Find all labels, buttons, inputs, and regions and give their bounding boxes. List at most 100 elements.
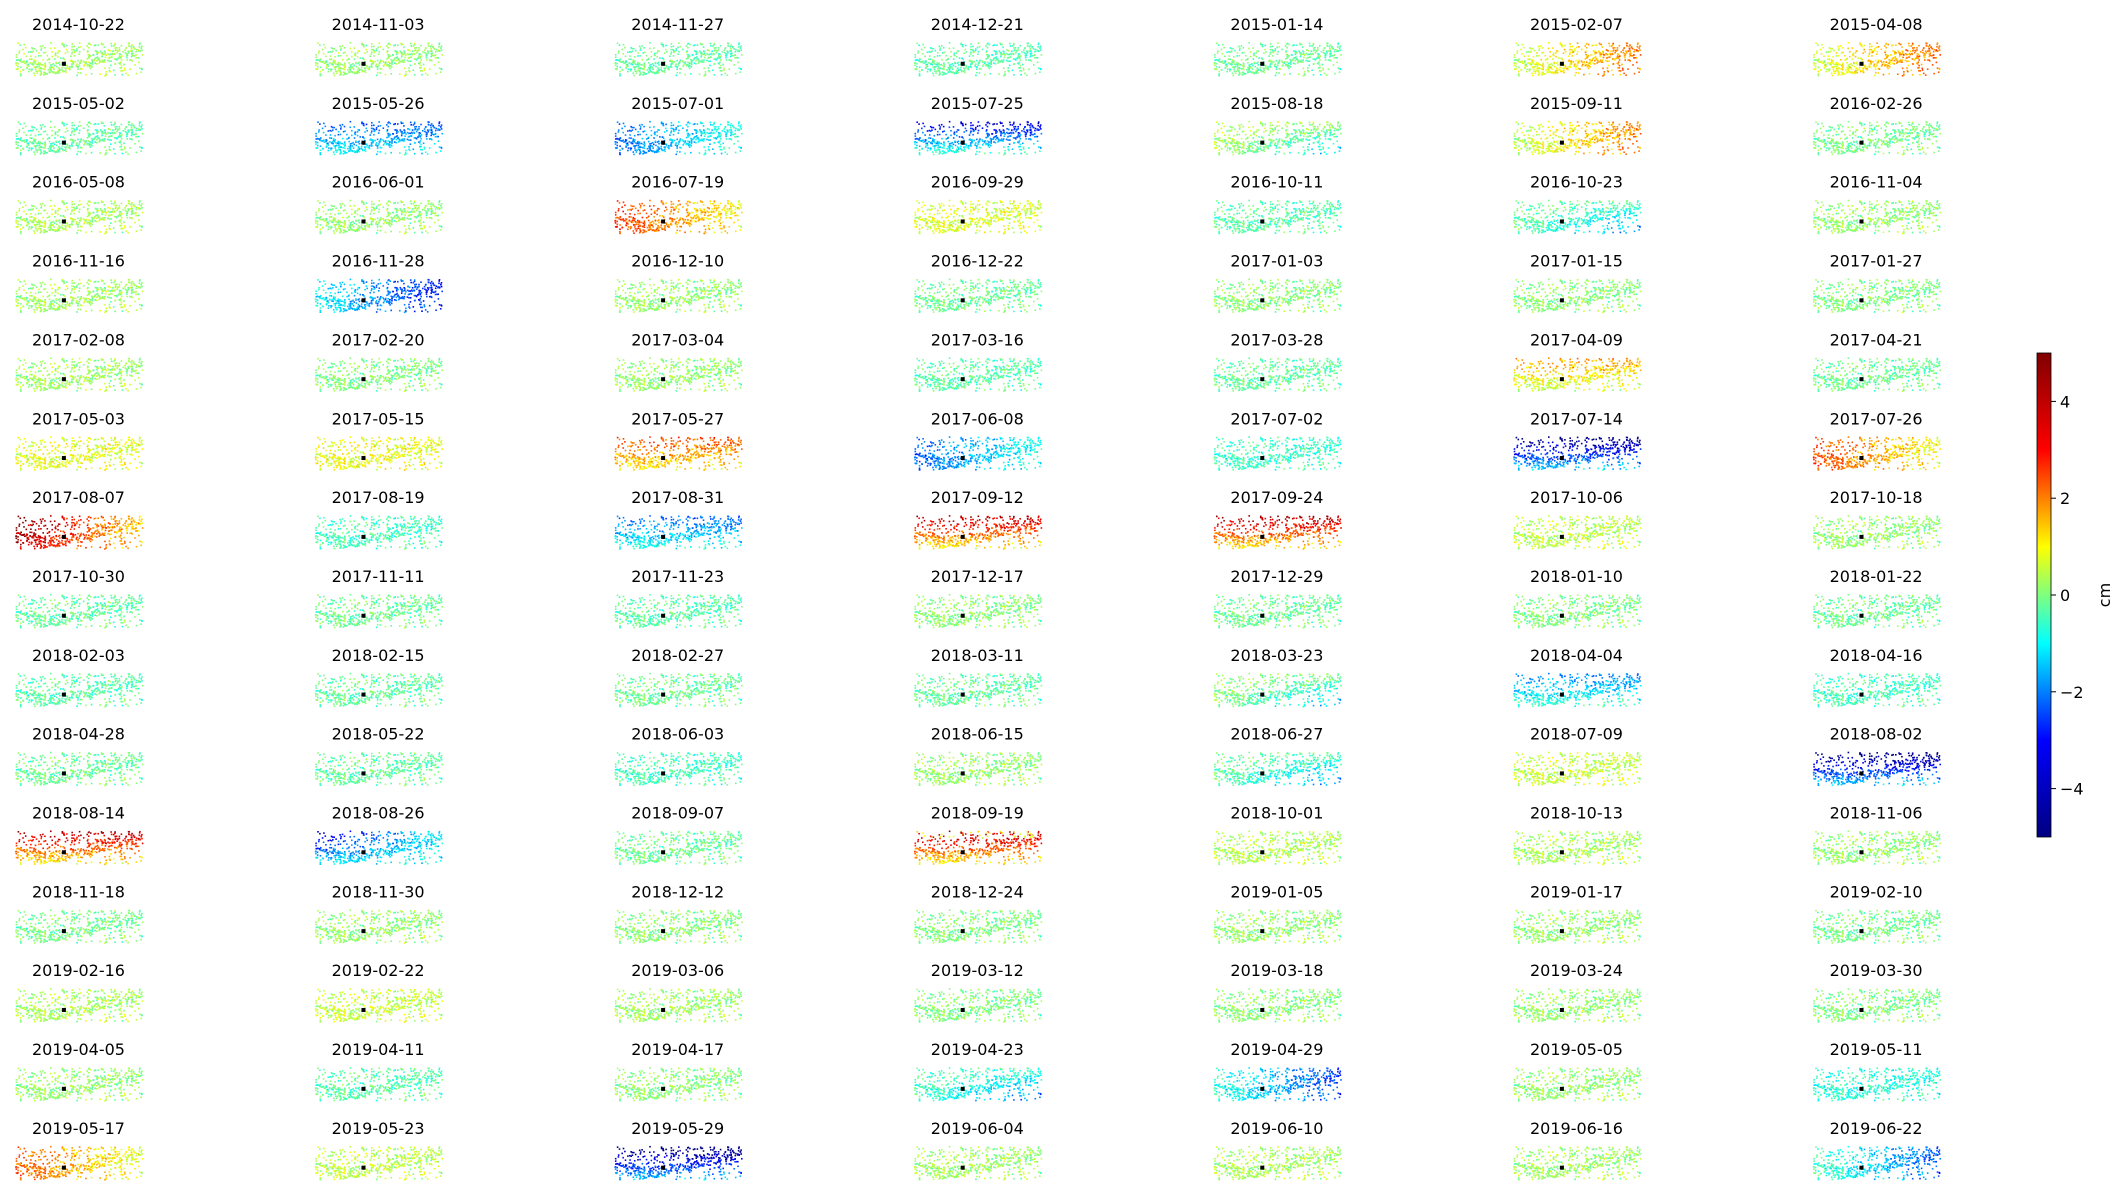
data-point [340, 49, 342, 51]
data-point [674, 61, 676, 63]
data-point [616, 68, 618, 70]
data-point [423, 64, 425, 66]
data-point [371, 65, 373, 67]
data-point [399, 73, 401, 75]
data-point [665, 45, 667, 47]
data-point [338, 68, 340, 70]
data-point [440, 47, 442, 49]
data-point [729, 50, 731, 52]
data-point [91, 66, 93, 68]
data-point [128, 45, 130, 47]
data-point [615, 64, 617, 66]
data-point [338, 55, 340, 57]
data-point [653, 58, 655, 60]
data-point [344, 67, 346, 69]
data-point [737, 62, 739, 64]
data-point [623, 44, 625, 46]
data-point [101, 43, 103, 45]
data-point [385, 62, 387, 64]
data-point [31, 47, 33, 49]
data-point [15, 62, 17, 64]
data-point [690, 73, 692, 75]
data-point [634, 60, 636, 62]
data-point [119, 55, 121, 57]
data-point [74, 55, 76, 57]
data-point [656, 56, 658, 58]
data-point [339, 46, 341, 48]
data-point [38, 52, 40, 54]
data-point [344, 64, 346, 66]
data-point [32, 51, 34, 53]
data-point [435, 55, 437, 57]
data-point [408, 54, 410, 56]
data-point [28, 51, 30, 53]
data-point [733, 55, 735, 57]
data-point [373, 55, 375, 57]
data-point [116, 52, 118, 54]
data-point [77, 72, 79, 74]
data-point [54, 58, 56, 60]
data-point [420, 59, 422, 61]
panel-title: 2014-11-27 [631, 15, 724, 34]
data-point [410, 45, 412, 47]
data-point [75, 61, 77, 63]
data-point [101, 56, 103, 58]
data-point [640, 47, 642, 49]
data-point [322, 69, 324, 71]
data-point [422, 51, 424, 53]
data-point [738, 67, 740, 69]
data-point [110, 54, 112, 56]
data-point [646, 73, 648, 75]
data-point [439, 67, 441, 69]
data-point [124, 49, 126, 51]
data-point [430, 59, 432, 61]
data-point [329, 58, 331, 60]
data-point [405, 54, 407, 56]
data-point [54, 71, 56, 73]
data-point [66, 49, 68, 51]
data-point [131, 48, 133, 50]
data-point [671, 52, 673, 54]
data-point [386, 45, 388, 47]
data-point [114, 58, 116, 60]
data-point [340, 47, 342, 49]
data-point [128, 51, 130, 53]
data-point [114, 47, 116, 49]
data-point [121, 45, 123, 47]
data-point [318, 50, 320, 52]
data-point [139, 67, 141, 69]
data-point [115, 63, 117, 65]
data-point [641, 64, 643, 66]
data-point [676, 68, 678, 70]
data-point [46, 73, 48, 75]
data-point [33, 61, 35, 63]
data-point [135, 55, 137, 57]
data-point [88, 43, 90, 45]
data-point [338, 66, 340, 68]
data-point [110, 65, 112, 67]
data-point [320, 73, 322, 75]
data-point [141, 49, 143, 51]
data-point [99, 61, 101, 63]
data-point [131, 56, 133, 58]
data-point [627, 51, 629, 53]
data-point [49, 67, 51, 69]
data-point [663, 46, 665, 48]
data-point [396, 63, 398, 65]
data-point [421, 74, 423, 76]
data-point [114, 54, 116, 56]
data-point [652, 63, 654, 65]
data-point [357, 52, 359, 54]
data-point [721, 70, 723, 72]
data-point [424, 49, 426, 51]
data-point [668, 66, 670, 68]
data-point [334, 62, 336, 64]
data-point [320, 67, 322, 69]
data-point [89, 56, 91, 58]
data-point [621, 61, 623, 63]
data-point [684, 62, 686, 64]
data-point [373, 50, 375, 52]
data-point [380, 61, 382, 63]
data-point [708, 67, 710, 69]
data-point [430, 46, 432, 48]
